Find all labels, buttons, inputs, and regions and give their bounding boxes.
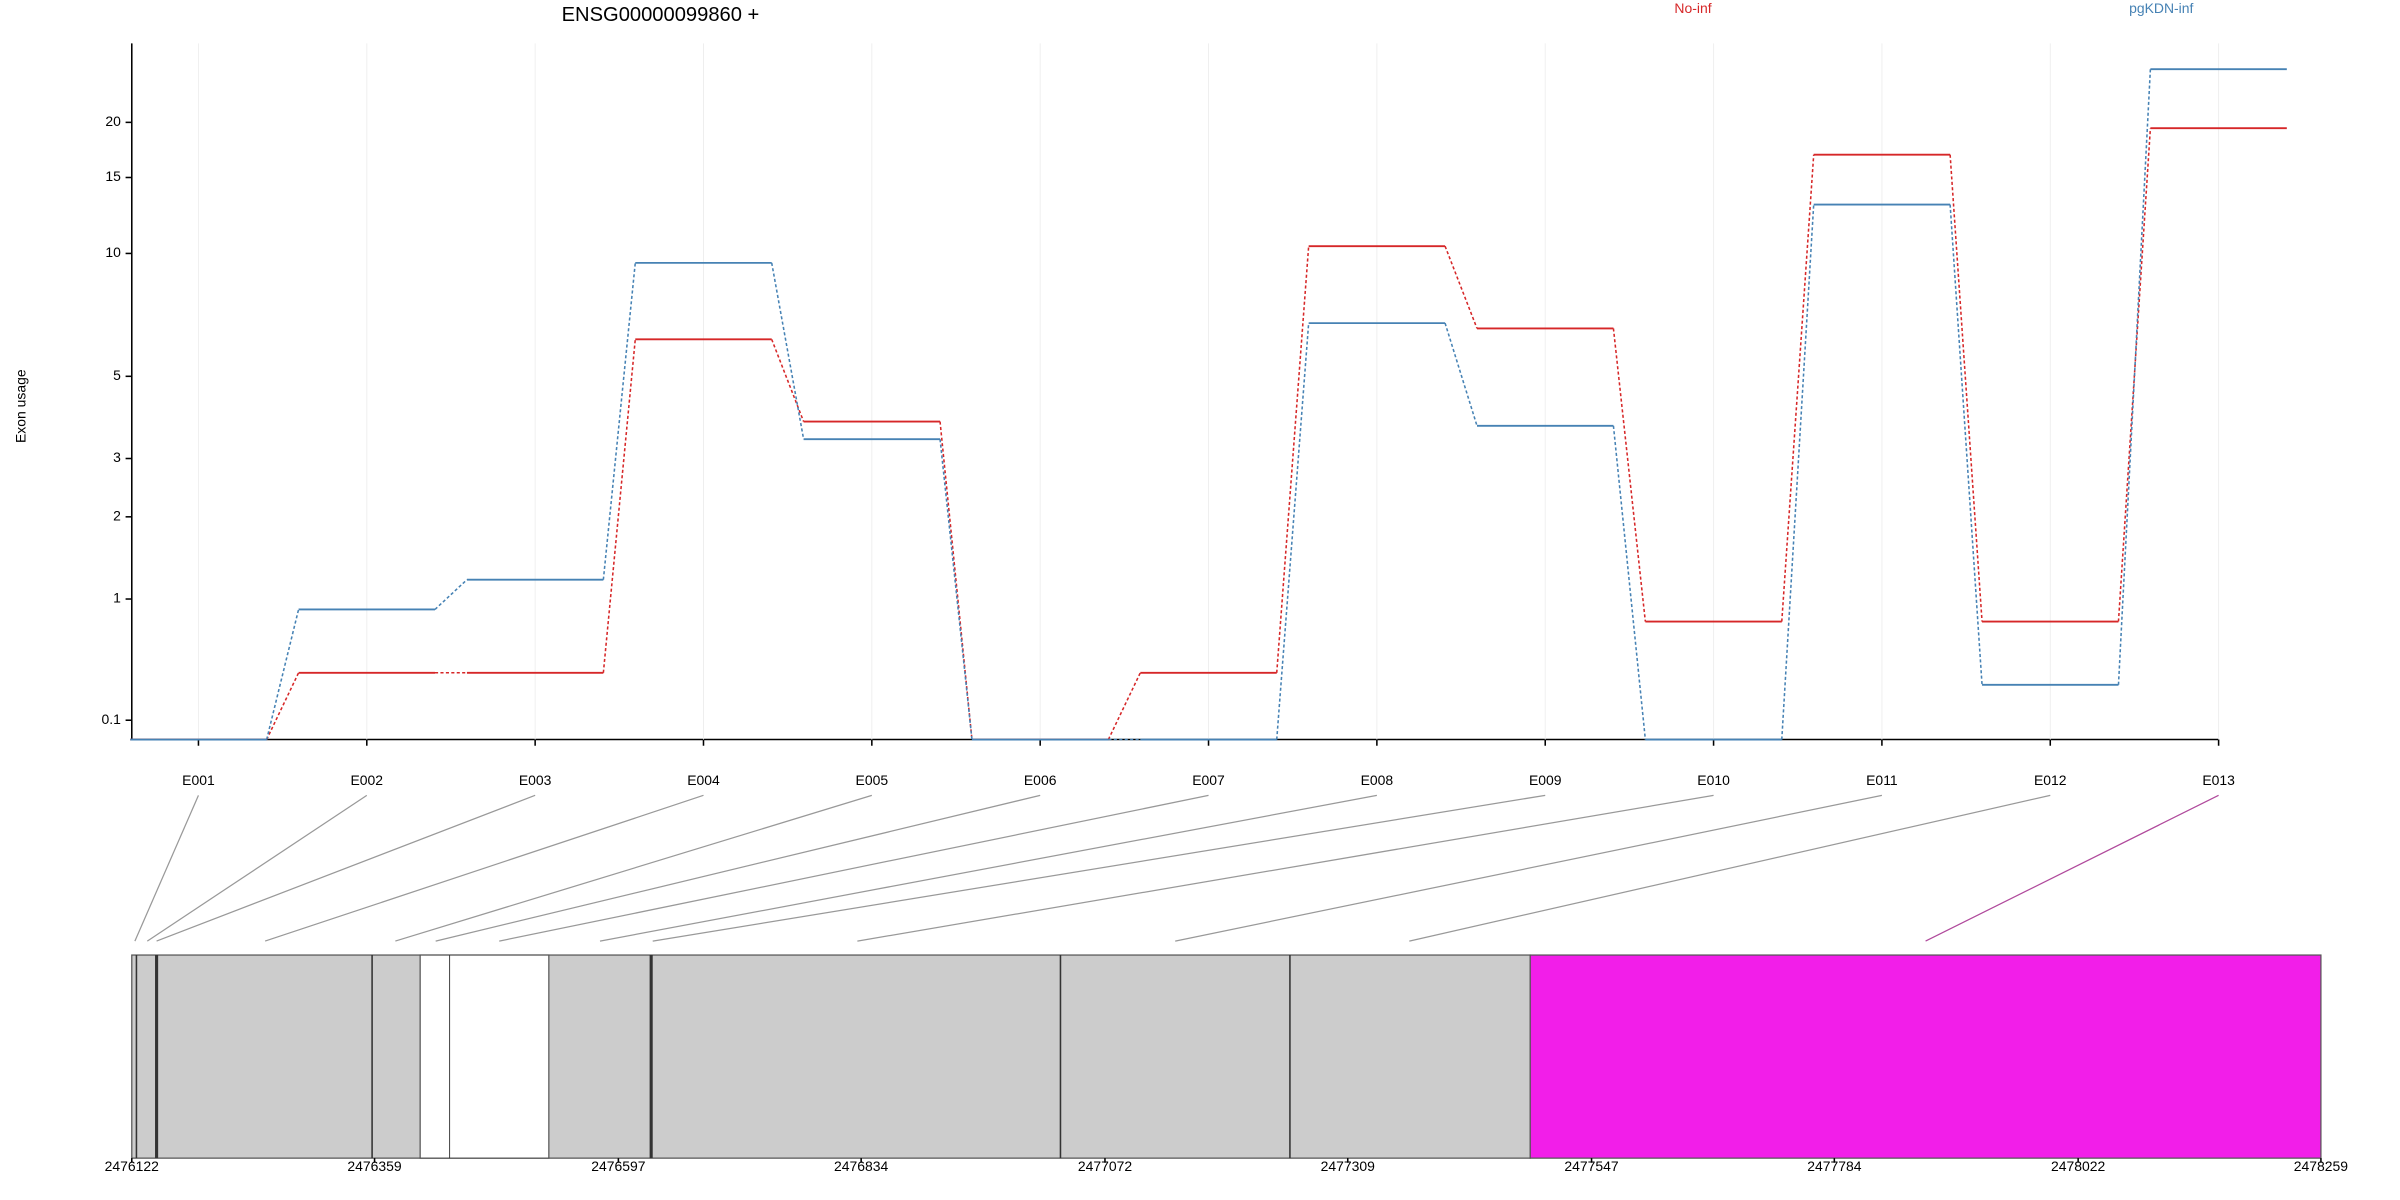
gene-model <box>131 954 2322 1159</box>
exon-link <box>146 794 368 942</box>
y-tick-label: 3 <box>113 449 121 465</box>
x-tick-label: E001 <box>182 772 215 788</box>
y-tick-label: 20 <box>105 113 121 129</box>
x-tick-label: E004 <box>687 772 720 788</box>
coordinate-tick-label: 2477784 <box>1807 1158 1862 1174</box>
exon-link <box>264 794 704 942</box>
coordinate-tick-label: 2478022 <box>2051 1158 2106 1174</box>
x-tick-label: E002 <box>351 772 384 788</box>
coordinate-tick-label: 2476359 <box>347 1158 402 1174</box>
connector <box>1949 204 1983 685</box>
connector <box>770 262 805 440</box>
connector <box>265 609 300 740</box>
connector <box>1612 425 1647 740</box>
coordinate-tick-label: 2476597 <box>591 1158 646 1174</box>
highlight-exon <box>1529 954 2322 1159</box>
y-tick-label: 1 <box>113 590 121 606</box>
x-tick-label: E006 <box>1024 772 1057 788</box>
legend-label: No-inf <box>1674 0 1711 16</box>
gene-region <box>131 954 1531 1159</box>
x-tick-label: E005 <box>856 772 889 788</box>
connector <box>1612 328 1647 622</box>
y-tick-label: 0.1 <box>102 711 122 727</box>
connector <box>1949 154 1983 622</box>
connector <box>602 339 637 673</box>
connector <box>265 672 300 740</box>
exon-borders <box>135 955 1291 1159</box>
exon-link <box>1409 794 2051 942</box>
coordinate-tick-label: 2477547 <box>1564 1158 1619 1174</box>
coordinate-tick-label: 2477309 <box>1321 1158 1376 1174</box>
coordinate-tick-label: 2476122 <box>105 1158 160 1174</box>
gene-gap <box>419 954 550 1159</box>
x-tick-label: E013 <box>2202 772 2235 788</box>
x-tick-label: E009 <box>1529 772 1562 788</box>
x-tick-label: E008 <box>1361 772 1394 788</box>
y-tick-label: 2 <box>113 508 121 524</box>
connector <box>1107 672 1142 740</box>
y-tick-label: 10 <box>105 244 121 260</box>
connector <box>1275 246 1310 673</box>
y-tick-label: 15 <box>105 168 121 184</box>
connector <box>1781 204 1815 740</box>
exon-link <box>435 794 1041 942</box>
x-tick-label: E012 <box>2034 772 2067 788</box>
x-tick-label: E007 <box>1192 772 1225 788</box>
exon-link <box>499 794 1209 942</box>
coordinate-tick-label: 2478259 <box>2294 1158 2349 1174</box>
exon-link <box>156 794 536 942</box>
x-tick-label: E011 <box>1866 772 1898 788</box>
exon-link <box>1925 794 2219 942</box>
connector <box>939 439 973 740</box>
coordinate-tick-label: 2477072 <box>1078 1158 1133 1174</box>
connector <box>1781 154 1815 622</box>
exon-link <box>599 794 1377 942</box>
coordinate-tick-label: 2476834 <box>834 1158 889 1174</box>
connector <box>1444 322 1478 427</box>
connector <box>1444 245 1478 329</box>
x-tick-label: E010 <box>1697 772 1730 788</box>
exon-link <box>1175 794 1883 942</box>
connector <box>939 421 973 740</box>
legend-label: pgKDN-inf <box>2129 0 2193 16</box>
y-axis-label: Exon usage <box>12 369 28 443</box>
connector <box>434 579 468 610</box>
exon-link <box>134 795 200 942</box>
x-tick-label: E003 <box>519 772 552 788</box>
exon-link <box>395 794 873 942</box>
exon-link <box>652 794 1546 942</box>
exon-link <box>857 794 1714 942</box>
y-tick-label: 5 <box>113 367 121 383</box>
chart-title: ENSG00000099860 + <box>562 4 760 26</box>
connector <box>602 262 637 580</box>
connector <box>1275 323 1310 740</box>
